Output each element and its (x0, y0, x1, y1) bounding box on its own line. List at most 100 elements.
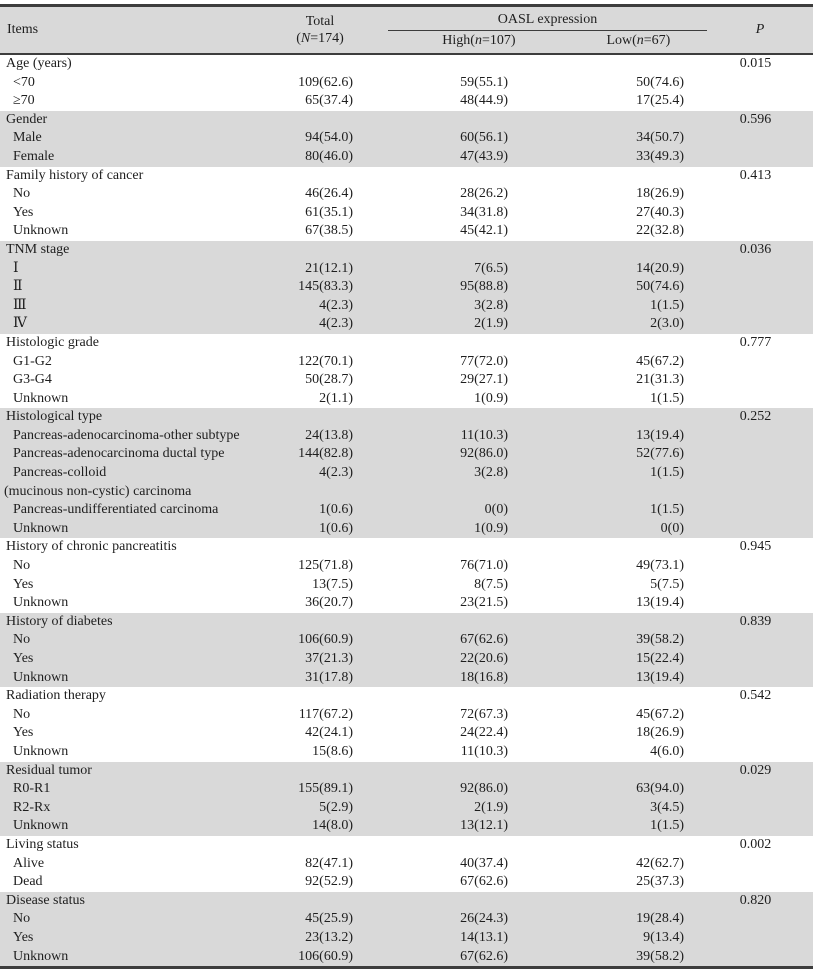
high-cell: 60(56.1) (460, 130, 508, 146)
p-value: 0.413 (739, 167, 772, 183)
p-cell (684, 910, 813, 929)
item-label: ≥70 (13, 93, 35, 109)
oasl-group-label: OASL expression (388, 7, 707, 31)
total-cell: 13(7.5) (312, 576, 353, 592)
section-rows: Alive 82(47.1) 40(37.4) 42(62.7) Dead 92… (0, 855, 813, 892)
total-cell: 125(71.8) (298, 558, 353, 574)
p-cell (684, 297, 813, 316)
p-cell (684, 390, 813, 409)
section-rows: No 106(60.9) 67(62.6) 39(58.2) Yes 37(21… (0, 631, 813, 687)
section-rows: Pancreas-adenocarcinoma-other subtype 24… (0, 427, 813, 539)
table-row: Unknown 1(0.6) 1(0.9) 0(0) (0, 520, 813, 539)
p-cell (684, 148, 813, 167)
p-cell (684, 557, 813, 576)
item-label: <70 (13, 74, 35, 90)
p-cell (684, 278, 813, 297)
item-label: No (13, 558, 31, 574)
total-cell: 106(60.9) (298, 948, 353, 964)
section-name: History of diabetes (6, 613, 113, 629)
total-cell: 36(20.7) (305, 595, 353, 611)
item-label: Yes (13, 725, 34, 741)
total-cell: 67(38.5) (305, 223, 353, 239)
low-cell: 4(6.0) (650, 743, 684, 759)
p-value: 0.542 (739, 688, 772, 704)
p-cell (684, 799, 813, 818)
section-name: Residual tumor (6, 762, 92, 778)
high-cell: 72(67.3) (460, 706, 508, 722)
low-cell: 39(58.2) (636, 948, 684, 964)
table-row: No 106(60.9) 67(62.6) 39(58.2) (0, 631, 813, 650)
p-cell (684, 353, 813, 372)
section-name: History of chronic pancreatitis (6, 539, 177, 555)
high-cell: 59(55.1) (460, 74, 508, 90)
low-cell: 0(0) (660, 520, 684, 536)
section-name: TNM stage (6, 241, 70, 257)
table-row: No 125(71.8) 76(71.0) 49(73.1) (0, 557, 813, 576)
table-row: Unknown 67(38.5) 45(42.1) 22(32.8) (0, 222, 813, 241)
total-cell: 117(67.2) (298, 706, 353, 722)
table-row: Yes 23(13.2) 14(13.1) 9(13.4) (0, 929, 813, 948)
section-name: Family history of cancer (6, 167, 144, 183)
low-cell: 34(50.7) (636, 130, 684, 146)
high-cell: 67(62.6) (460, 632, 508, 648)
section-name: Living status (6, 836, 79, 852)
total-cell: 1(0.6) (319, 520, 353, 536)
p-cell (684, 650, 813, 669)
table-section: Histological type 0.252 Pancreas-adenoca… (0, 408, 813, 539)
table-row: R2-Rx 5(2.9) 2(1.9) 3(4.5) (0, 799, 813, 818)
table-row: No 117(67.2) 72(67.3) 45(67.2) (0, 706, 813, 725)
p-cell (684, 873, 813, 892)
section-name: Disease status (6, 892, 85, 908)
table-row: Female 80(46.0) 47(43.9) 33(49.3) (0, 148, 813, 167)
table-row: Ⅲ 4(2.3) 3(2.8) 1(1.5) (0, 297, 813, 316)
low-cell: 42(62.7) (636, 855, 684, 871)
section-rows: No 46(26.4) 28(26.2) 18(26.9) Yes 61(35.… (0, 185, 813, 241)
section-name: Radiation therapy (6, 688, 106, 704)
p-cell (684, 948, 813, 967)
item-label: Yes (13, 929, 34, 945)
p-cell (684, 464, 813, 501)
high-cell: 11(10.3) (460, 427, 508, 443)
table-section: Family history of cancer 0.413 No 46(26.… (0, 166, 813, 241)
low-cell: 1(1.5) (650, 502, 684, 518)
section-rows: <70 109(62.6) 59(55.1) 50(74.6) ≥70 65(3… (0, 74, 813, 111)
section-rows: No 45(25.9) 26(24.3) 19(28.4) Yes 23(13.… (0, 910, 813, 966)
high-cell: 47(43.9) (460, 148, 508, 164)
high-cell: 11(10.3) (460, 743, 508, 759)
low-cell: 21(31.3) (636, 372, 684, 388)
low-cell: 18(26.9) (636, 186, 684, 202)
section-name: Histological type (6, 409, 103, 425)
table-row: Ⅰ 21(12.1) 7(6.5) 14(20.9) (0, 260, 813, 279)
high-cell: 67(62.6) (460, 874, 508, 890)
table-row: Ⅳ 4(2.3) 2(1.9) 2(3.0) (0, 315, 813, 334)
low-cell: 45(67.2) (636, 706, 684, 722)
total-cell: 122(70.1) (298, 353, 353, 369)
low-cell: 3(4.5) (650, 799, 684, 815)
p-cell (684, 129, 813, 148)
high-cell: 24(22.4) (460, 725, 508, 741)
low-cell: 45(67.2) (636, 353, 684, 369)
item-label: No (13, 632, 31, 648)
table-row: Dead 92(52.9) 67(62.6) 25(37.3) (0, 873, 813, 892)
p-value: 0.820 (739, 892, 772, 908)
table-row: No 45(25.9) 26(24.3) 19(28.4) (0, 910, 813, 929)
item-label: Male (13, 130, 42, 146)
item-label: No (13, 911, 31, 927)
high-cell: 92(86.0) (460, 446, 508, 462)
table-row: Unknown 14(8.0) 13(12.1) 1(1.5) (0, 817, 813, 836)
low-cell: 14(20.9) (636, 260, 684, 276)
high-cell: 0(0) (484, 502, 508, 518)
item-label: Ⅳ (13, 316, 27, 332)
high-cell: 77(72.0) (460, 353, 508, 369)
item-label: Ⅱ (13, 279, 23, 295)
item-label: Yes (13, 204, 34, 220)
table-row: Pancreas-undifferentiated carcinoma 1(0.… (0, 501, 813, 520)
total-cell: 46(26.4) (305, 186, 353, 202)
table-section: Radiation therapy 0.542 No 117(67.2) 72(… (0, 687, 813, 762)
p-cell (684, 929, 813, 948)
p-cell (684, 520, 813, 539)
table-body: Age (years) 0.015 <70 109(62.6) 59(55.1)… (0, 55, 813, 967)
low-cell: 13(19.4) (636, 427, 684, 443)
total-cell: 14(8.0) (312, 818, 353, 834)
item-label: G3-G4 (13, 372, 52, 388)
